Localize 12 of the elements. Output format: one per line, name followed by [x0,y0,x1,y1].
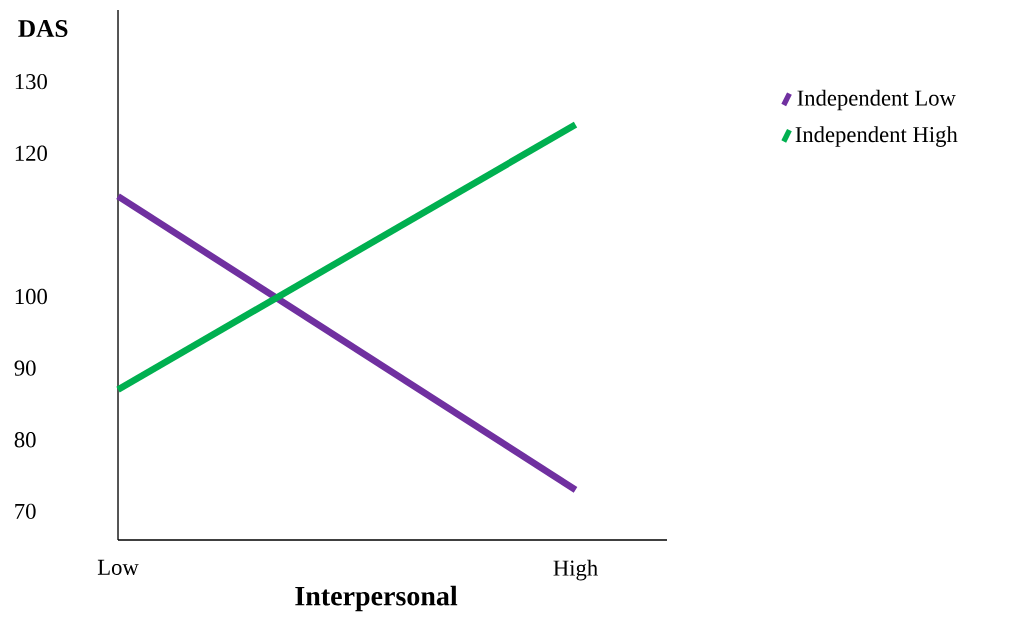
y-tick-label: 100 [15,288,47,305]
y-tick-label: 80 [14,432,36,448]
y-tick-label: 120 [15,145,47,161]
x-tick-label: High [553,559,598,581]
y-tick-label: 130 [15,73,47,90]
legend-label: Independent High [795,126,958,147]
y-axis-title: DAS [18,20,68,38]
x-tick-label: Low [97,559,139,575]
y-tick-label: 70 [15,503,36,520]
y-tick-label: 90 [14,360,36,376]
x-axis-title: Interpersonal [295,585,458,612]
legend-label: Independent Low [797,89,956,111]
